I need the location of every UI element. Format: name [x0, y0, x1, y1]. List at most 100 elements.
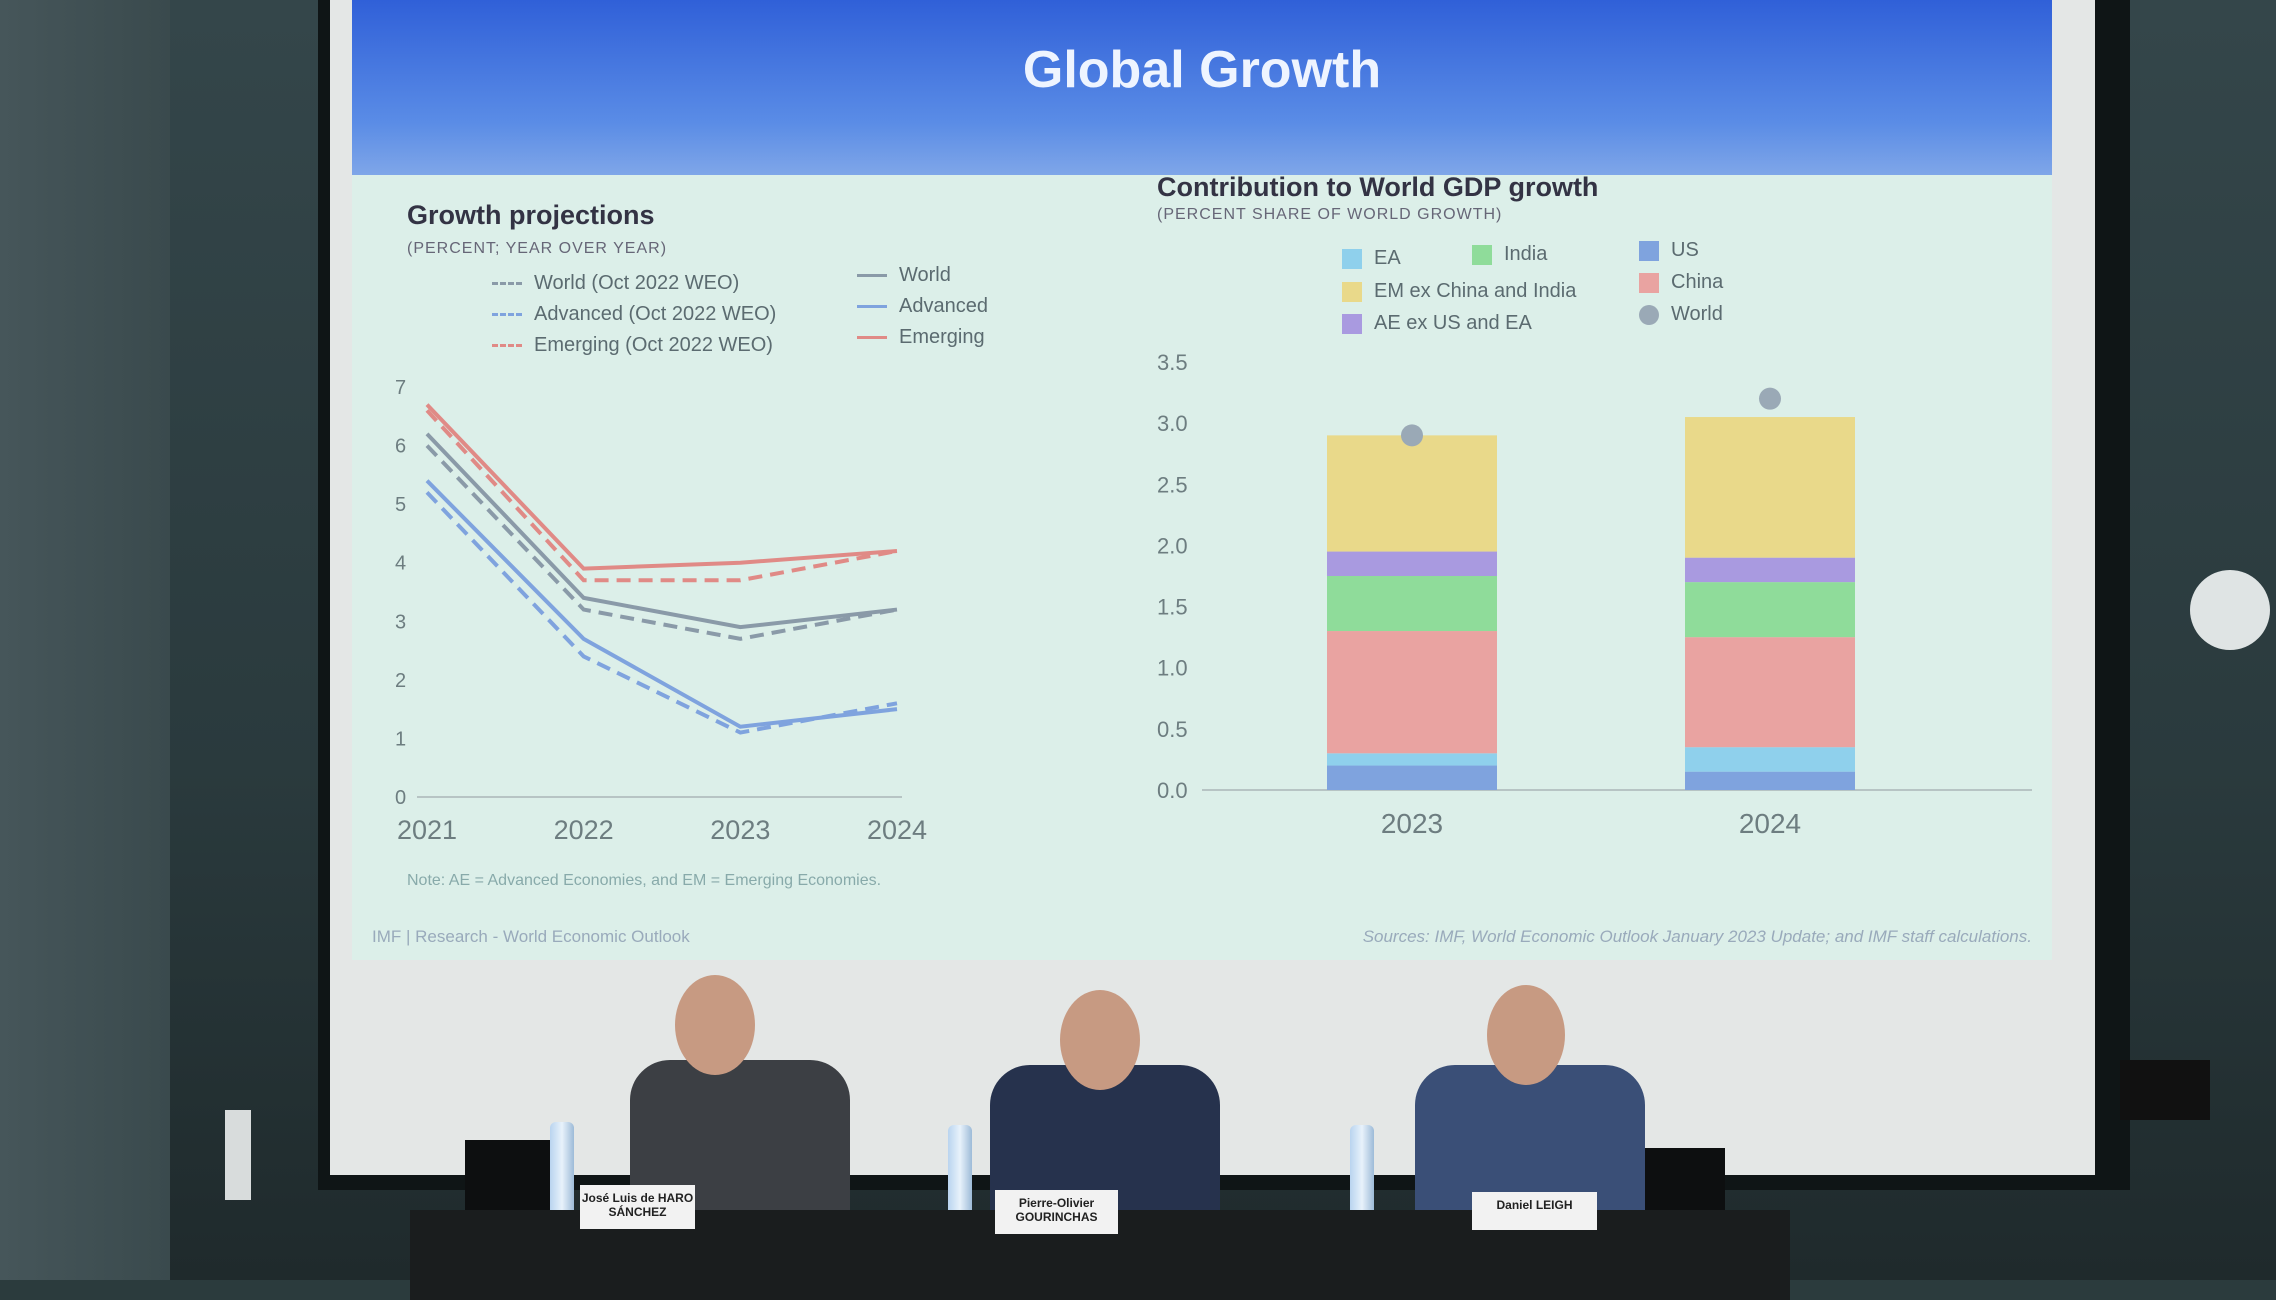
y-tick-label: 0.0	[1157, 778, 1188, 803]
nameplate-center: Pierre-Olivier GOURINCHAS	[995, 1190, 1118, 1234]
left-chart-subtitle: (PERCENT; YEAR OVER YEAR)	[407, 240, 668, 257]
right-chart-subtitle: (PERCENT SHARE OF WORLD GROWTH)	[1157, 206, 1503, 223]
world-point	[1759, 387, 1781, 410]
footer-source-left: IMF | Research - World Economic Outlook	[372, 927, 690, 946]
legend-world-oct: World (Oct 2022 WEO)	[492, 272, 739, 295]
y-tick-label: 0	[395, 787, 406, 809]
legend-swatch	[857, 336, 887, 339]
wall-switch	[225, 1110, 251, 1200]
y-tick-label: 0.5	[1157, 717, 1188, 742]
series-line	[425, 444, 898, 641]
x-tick-label: 2024	[867, 815, 927, 845]
y-tick-label: 7	[395, 377, 406, 399]
legend-swatch	[1639, 272, 1659, 293]
legend-label: World	[899, 264, 951, 286]
right-chart-title: Contribution to World GDP growth	[1157, 172, 1599, 202]
left-chart-title: Growth projections	[407, 200, 655, 230]
legend-swatch	[857, 274, 887, 277]
legend-em-ex: EM ex China and India	[1342, 280, 1576, 303]
y-tick-label: 6	[395, 436, 406, 458]
bar-segment	[1327, 435, 1497, 552]
x-tick-label: 2023	[1381, 808, 1443, 839]
bar-segment	[1327, 765, 1497, 790]
legend-swatch	[1342, 248, 1362, 269]
head	[675, 975, 755, 1075]
bar-segment	[1327, 576, 1497, 632]
legend-india: India	[1472, 243, 1547, 266]
series-line	[425, 432, 898, 630]
legend-ea: EA	[1342, 247, 1401, 270]
water-bottle	[1350, 1125, 1374, 1225]
bar-segment	[1685, 637, 1855, 748]
bar-segment	[1685, 557, 1855, 583]
legend-emerging: Emerging	[857, 326, 985, 349]
legend-label: China	[1671, 271, 1724, 293]
world-point	[1401, 424, 1423, 447]
legend-label: EM ex China and India	[1374, 280, 1577, 302]
legend-label: Advanced	[899, 295, 988, 317]
bar-segment	[1327, 753, 1497, 766]
y-tick-label: 2.5	[1157, 472, 1188, 497]
bar-segment	[1685, 771, 1855, 790]
footer-source-right: Sources: IMF, World Economic Outlook Jan…	[1362, 927, 2032, 946]
bar-segment	[1685, 417, 1855, 558]
y-tick-label: 3.0	[1157, 411, 1188, 436]
wall-panel	[2120, 1060, 2210, 1120]
series-line	[425, 491, 898, 735]
legend-swatch	[857, 305, 887, 308]
legend-label: Emerging	[899, 326, 985, 348]
legend-swatch	[1472, 244, 1492, 265]
x-tick-label: 2021	[397, 815, 457, 845]
legend-label: India	[1504, 243, 1548, 265]
legend-label: US	[1671, 239, 1699, 261]
legend-swatch	[1639, 240, 1659, 261]
legend-swatch	[492, 313, 522, 316]
legend-swatch	[1342, 313, 1362, 334]
y-tick-label: 1.5	[1157, 595, 1188, 620]
legend-swatch	[1639, 304, 1659, 325]
legend-ae-ex: AE ex US and EA	[1342, 312, 1532, 335]
nameplate-right: Daniel LEIGH	[1472, 1192, 1597, 1230]
legend-us: US	[1639, 239, 1699, 262]
legend-world-dot: World	[1639, 303, 1723, 326]
y-tick-label: 2.0	[1157, 533, 1188, 558]
legend-label: World	[1671, 303, 1723, 325]
legend-swatch	[492, 344, 522, 347]
legend-label: EA	[1374, 247, 1401, 269]
legend-swatch	[492, 282, 522, 285]
projection-screen: Global Growth Growth projections (PERCEN…	[330, 0, 2095, 1175]
wall-speaker	[2190, 570, 2270, 650]
series-line	[425, 409, 898, 583]
y-tick-label: 3.5	[1157, 350, 1188, 375]
x-tick-label: 2024	[1739, 808, 1801, 839]
legend-label: World (Oct 2022 WEO)	[534, 272, 740, 294]
left-wall	[0, 0, 170, 1280]
y-tick-label: 2	[395, 670, 406, 692]
legend-china: China	[1639, 271, 1723, 294]
slide: Global Growth Growth projections (PERCEN…	[352, 0, 2052, 960]
legend-emerging-oct: Emerging (Oct 2022 WEO)	[492, 334, 773, 357]
bar-segment	[1685, 747, 1855, 772]
legend-advanced: Advanced	[857, 295, 988, 318]
bar-segment	[1327, 631, 1497, 754]
laptop-left	[465, 1140, 560, 1215]
legend-swatch	[1342, 281, 1362, 302]
bar-segment	[1327, 551, 1497, 576]
series-line	[425, 479, 898, 729]
legend-advanced-oct: Advanced (Oct 2022 WEO)	[492, 303, 776, 326]
slide-banner: Global Growth	[352, 0, 2052, 175]
slide-title: Global Growth	[1022, 41, 1382, 99]
y-tick-label: 5	[395, 494, 406, 516]
charts-svg: 0 1 2 3 4 5 6 7 2021 2022 2023 2024 0.0 0.5 1.0 1.5 2.0…	[395, 350, 2032, 845]
head	[1060, 990, 1140, 1090]
series-line	[425, 403, 898, 571]
water-bottle	[948, 1125, 972, 1225]
x-tick-label: 2022	[554, 815, 614, 845]
bar-segment	[1685, 582, 1855, 638]
y-tick-label: 1.0	[1157, 656, 1188, 681]
chart-note: Note: AE = Advanced Economies, and EM = …	[407, 872, 882, 889]
water-bottle	[550, 1122, 574, 1222]
bar-chart: 0.0 0.5 1.0 1.5 2.0 2.5 3.0 3.5 2023 2024	[1157, 350, 2032, 839]
legend-label: Advanced (Oct 2022 WEO)	[534, 303, 777, 325]
legend-label: AE ex US and EA	[1374, 312, 1532, 334]
